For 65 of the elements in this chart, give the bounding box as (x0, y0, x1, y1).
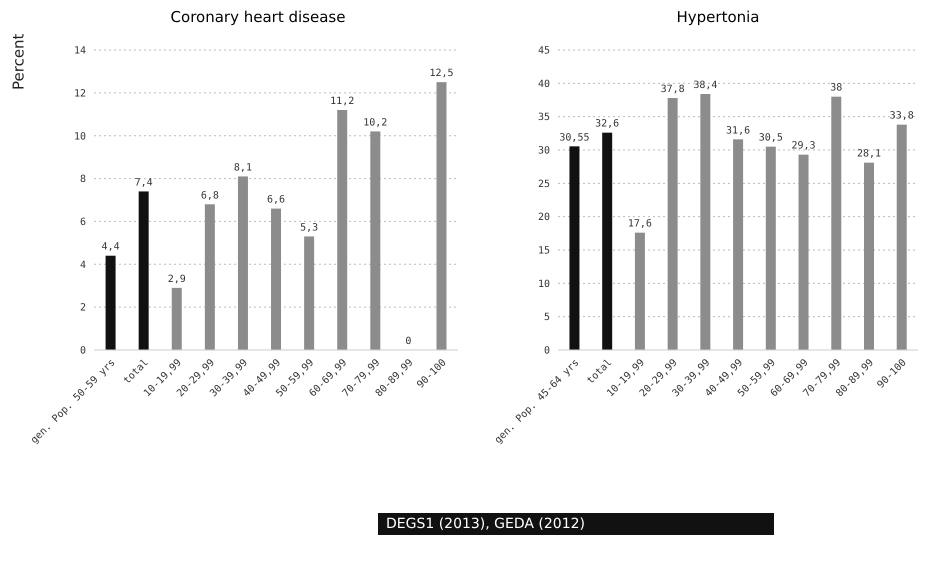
y-tick-label: 10 (538, 278, 550, 290)
bar (337, 110, 348, 350)
bar (106, 256, 116, 350)
data-label: 8,1 (234, 162, 252, 174)
bar (304, 236, 314, 350)
bar (766, 146, 776, 350)
bar (569, 146, 580, 350)
bar (602, 132, 612, 350)
data-label: 6,8 (200, 190, 219, 202)
bar (733, 139, 744, 350)
bar (864, 162, 874, 350)
data-label: 17,6 (628, 218, 652, 230)
bar (668, 98, 678, 350)
bar (436, 82, 446, 350)
data-label: 38,4 (693, 80, 718, 91)
data-label: 5,3 (300, 222, 318, 234)
y-tick-label: 40 (538, 78, 550, 90)
y-tick-label: 5 (544, 312, 550, 324)
bar (634, 232, 645, 350)
y-tick-label: 12 (74, 88, 86, 100)
y-tick-label: 14 (74, 46, 86, 57)
data-label: 6,6 (267, 194, 286, 206)
data-label: 2,9 (168, 274, 186, 285)
y-tick-label: 15 (538, 246, 550, 257)
y-axis-title: Percent (9, 33, 28, 90)
data-label: 33,8 (890, 110, 914, 122)
y-tick-label: 8 (80, 174, 86, 186)
bar (271, 208, 282, 350)
y-tick-label: 30 (538, 146, 550, 157)
data-label: 7,4 (134, 177, 153, 188)
data-label: 29,3 (792, 140, 816, 152)
data-label: 32,6 (595, 118, 620, 130)
bar (798, 154, 809, 350)
data-label: 28,1 (856, 148, 882, 160)
data-label: 38 (830, 82, 842, 94)
bar (138, 191, 149, 350)
bar (370, 131, 380, 350)
y-tick-label: 2 (80, 302, 86, 314)
data-label: 12,5 (429, 68, 454, 80)
data-label: 30,55 (559, 132, 590, 144)
y-tick-label: 0 (80, 346, 86, 357)
bar (172, 288, 182, 350)
text: DEGS1 (2013), GEDA (2012) (378, 513, 774, 535)
data-label: 37,8 (660, 84, 685, 95)
y-tick-label: 6 (80, 216, 86, 228)
data-label: 4,4 (102, 242, 120, 253)
y-tick-label: 20 (538, 212, 550, 224)
data-label: 10,2 (363, 117, 388, 128)
data-label: 30,5 (758, 132, 783, 144)
y-tick-label: 45 (538, 46, 550, 57)
y-tick-label: 10 (74, 131, 86, 142)
bar (700, 94, 710, 350)
chart-title: Coronary heart disease (170, 8, 346, 28)
bar (204, 204, 215, 350)
y-tick-label: 25 (538, 178, 550, 190)
bar (238, 176, 248, 350)
y-tick-label: 0 (544, 346, 550, 357)
data-label: 31,6 (726, 125, 750, 136)
data-label: 0 (405, 336, 412, 347)
y-tick-label: 35 (538, 112, 550, 124)
y-tick-label: 4 (80, 260, 86, 271)
bar (896, 124, 907, 350)
bar (831, 96, 842, 350)
chart-title: Hypertonia (676, 8, 760, 28)
data-label: 11,2 (330, 96, 354, 107)
